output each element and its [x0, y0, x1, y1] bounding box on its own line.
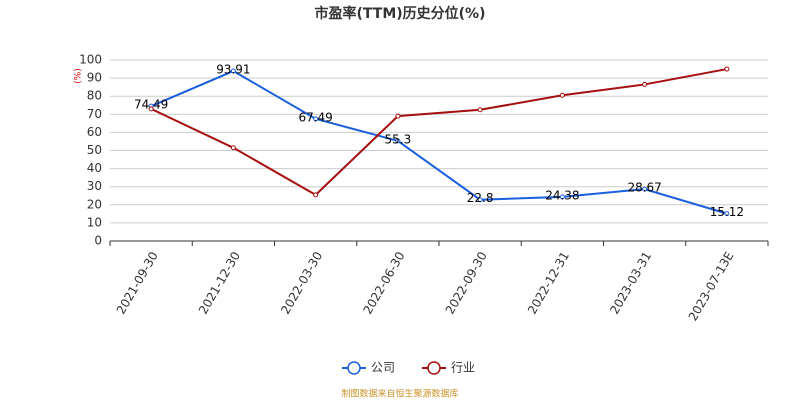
series-line — [150, 69, 728, 215]
data-point — [313, 116, 319, 122]
data-point — [642, 81, 648, 87]
x-tick-label: 2022-03-30 — [278, 249, 325, 316]
legend-label: 行业 — [451, 361, 475, 375]
data-label: 22.8 — [467, 191, 494, 205]
y-tick-label: 90 — [87, 71, 102, 85]
data-point — [477, 197, 483, 203]
x-tick-label: 2023-07-13E — [686, 249, 737, 323]
data-label: 93.91 — [216, 63, 250, 77]
data-point — [395, 113, 401, 119]
y-tick-label: 10 — [87, 215, 102, 229]
chart-title: 市盈率(TTM)历史分位(%) — [315, 5, 486, 22]
x-tick-label: 2021-09-30 — [114, 249, 161, 316]
data-point — [395, 138, 401, 144]
y-tick-label: 30 — [87, 179, 102, 193]
y-tick-label: 70 — [87, 107, 102, 121]
y-tick-label: 50 — [87, 143, 102, 157]
data-label: 74.49 — [134, 98, 168, 112]
data-point — [724, 66, 730, 72]
data-point — [477, 107, 483, 113]
x-tick-label: 2022-06-30 — [361, 249, 408, 316]
data-point — [230, 145, 236, 151]
y-tick-label: 20 — [87, 197, 102, 211]
data-label: 28.67 — [627, 181, 661, 195]
data-point — [230, 68, 236, 74]
legend-marker — [347, 361, 361, 375]
y-axis-label: (%) — [74, 68, 84, 84]
data-label: 15.12 — [710, 205, 744, 219]
y-tick-label: 0 — [94, 234, 102, 248]
x-tick-label: 2023-03-31 — [607, 249, 654, 316]
x-tick-label: 2022-09-30 — [443, 249, 490, 316]
y-tick-label: 40 — [87, 161, 102, 175]
data-point — [313, 192, 319, 198]
data-label: 55.3 — [385, 132, 412, 146]
source-note: 制图数据来自恒生聚源数据库 — [341, 388, 458, 400]
data-label: 67.49 — [298, 110, 332, 124]
data-point — [559, 92, 565, 98]
legend-marker — [427, 361, 441, 375]
x-tick-label: 2021-12-30 — [196, 249, 243, 316]
y-tick-label: 60 — [87, 125, 102, 139]
y-tick-label: 80 — [87, 89, 102, 103]
data-label: 24.38 — [545, 188, 579, 202]
data-point — [559, 194, 565, 200]
y-tick-label: 100 — [79, 53, 102, 67]
series-line — [150, 68, 728, 197]
data-point — [724, 211, 730, 217]
x-tick-label: 2022-12-31 — [525, 249, 572, 316]
data-point — [642, 186, 648, 192]
data-point — [148, 106, 154, 112]
legend-label: 公司 — [371, 361, 395, 375]
